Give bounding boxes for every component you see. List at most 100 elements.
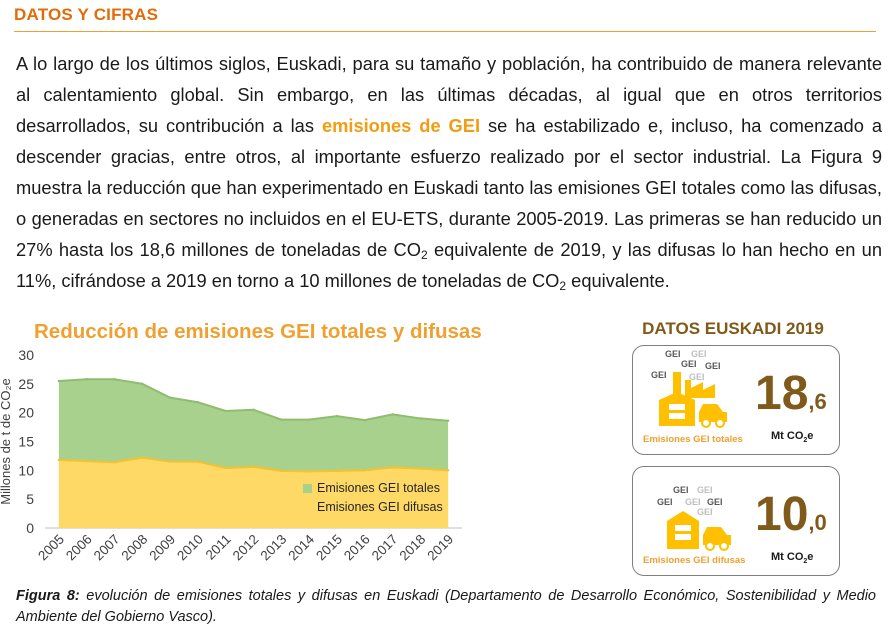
co2-subscript: 2 — [559, 279, 567, 293]
x-tick-label: 2010 — [174, 532, 206, 564]
barn-car-icon — [667, 511, 731, 551]
paragraph-text-4: equivalente. — [566, 270, 670, 291]
gei-cloud-label: GEI — [657, 497, 673, 507]
x-tick-label: 2006 — [63, 532, 95, 564]
data-point — [419, 467, 422, 470]
unit-label: Mt CO2e — [771, 430, 813, 444]
section-header: DATOS Y CIFRAS — [14, 5, 159, 24]
paragraph-text-2: se ha estabilizado e, incluso, ha comenz… — [16, 115, 882, 260]
x-tick-label: 2012 — [230, 532, 262, 564]
gei-cloud-label: GEI — [691, 349, 707, 359]
data-point — [252, 465, 255, 469]
stats-title: DATOS EUSKADI 2019 — [642, 319, 824, 338]
factory-car-icon — [659, 372, 727, 428]
diffuse-value-int: 10 — [755, 488, 809, 541]
figure-caption: Figura 8: evolución de emisiones totales… — [16, 586, 876, 628]
data-point — [363, 418, 366, 422]
y-tick-label: 20 — [18, 405, 34, 421]
unit-text: Mt CO — [771, 551, 804, 563]
y-tick-label: 10 — [18, 462, 34, 478]
gei-cloud-label: GEI — [697, 507, 713, 517]
x-tick-label: 2016 — [341, 532, 373, 564]
data-point — [196, 460, 200, 463]
data-point — [224, 466, 227, 470]
x-tick-label: 2018 — [397, 532, 429, 564]
data-point — [419, 417, 422, 420]
body-paragraph: A lo largo de los últimos siglos, Euskad… — [16, 48, 882, 296]
data-point — [446, 469, 450, 472]
data-point — [113, 461, 116, 464]
data-point — [280, 469, 283, 473]
legend-label: Emisiones GEI totales — [317, 481, 440, 495]
legend-swatch — [303, 503, 312, 512]
y-tick-label: 5 — [26, 491, 34, 507]
data-point — [85, 378, 88, 381]
x-tick-label: 2017 — [369, 532, 401, 564]
data-point — [113, 378, 116, 381]
x-tick-label: 2007 — [91, 532, 123, 564]
stat-card-total: GEI GEI GEI GEI GEI GEI 18,6 Mt CO2e Emi… — [632, 345, 840, 455]
series-area-2 — [58, 457, 449, 528]
data-point — [196, 401, 200, 404]
figure-label: Figura 8: — [16, 588, 80, 604]
total-emissions-value: 18,6 — [755, 366, 827, 430]
data-point — [252, 408, 255, 411]
diffuse-value-dec: ,0 — [808, 510, 827, 535]
data-point — [307, 418, 311, 421]
data-point — [224, 409, 227, 413]
emisiones-gei-highlight: emisiones de GEI — [321, 115, 481, 136]
gei-cloud-label: GEI — [673, 485, 689, 495]
x-tick-label: 2011 — [203, 532, 234, 563]
stat-card-diffuse: GEI GEI GEI GEI GEI GEI 10,0 Mt CO2e Emi… — [632, 466, 840, 576]
figure-caption-text: evolución de emisiones totales y difusas… — [16, 588, 876, 625]
y-axis-label: Millones de t de CO₂e — [0, 378, 13, 504]
data-point — [307, 470, 311, 473]
data-point — [168, 460, 172, 463]
gei-cloud-label: GEI — [665, 349, 681, 359]
gei-cloud-label: GEI — [689, 372, 705, 382]
co2-subscript: 2 — [420, 248, 428, 262]
y-tick-label: 30 — [18, 347, 34, 363]
x-tick-label: 2008 — [119, 532, 151, 564]
data-point — [85, 459, 88, 463]
diffuse-emissions-caption: Emisiones GEI difusas — [643, 555, 746, 566]
gei-cloud-label: GEI — [707, 497, 723, 507]
chart-title: Reducción de emisiones GEI totales y dif… — [34, 320, 482, 343]
gei-cloud-label: GEI — [705, 361, 721, 371]
data-point — [57, 379, 61, 383]
x-tick-label: 2009 — [146, 532, 178, 564]
legend-label: Emisiones GEI difusas — [317, 500, 443, 514]
data-point — [141, 456, 144, 459]
y-tick-label: 25 — [18, 376, 34, 392]
x-tick-label: 2005 — [35, 532, 67, 564]
data-point — [391, 413, 394, 416]
emissions-area-chart: Millones de t de CO₂e0510152025302005200… — [0, 347, 462, 564]
total-value-dec: ,6 — [808, 389, 827, 414]
unit-subscript: 2 — [803, 437, 808, 445]
unit-tail: e — [807, 430, 814, 442]
data-point — [446, 419, 450, 422]
data-point — [391, 466, 394, 469]
x-tick-label: 2013 — [258, 532, 290, 564]
header-divider — [14, 31, 876, 32]
unit-tail: e — [807, 551, 814, 563]
y-tick-label: 0 — [26, 520, 34, 536]
data-point — [168, 396, 172, 399]
gei-cloud-label: GEI — [681, 359, 697, 369]
gei-cloud-label: GEI — [697, 485, 713, 495]
x-tick-label: 2019 — [424, 532, 456, 564]
diffuse-emissions-value: 10,0 — [755, 487, 827, 551]
gei-cloud-label: GEI — [685, 497, 701, 507]
total-value-int: 18 — [755, 367, 809, 420]
data-point — [335, 414, 339, 418]
data-point — [141, 382, 144, 386]
gei-cloud-label: GEI — [651, 370, 667, 380]
unit-text: Mt CO — [771, 430, 804, 442]
data-point — [363, 469, 366, 472]
x-tick-label: 2015 — [313, 532, 345, 564]
paragraph-text-3: equivalente de 2019, y las difusas lo ha… — [16, 239, 883, 291]
data-point — [57, 458, 61, 462]
total-emissions-caption: Emisiones GEI totales — [643, 434, 743, 445]
legend-swatch — [303, 484, 312, 493]
data-point — [335, 469, 339, 473]
